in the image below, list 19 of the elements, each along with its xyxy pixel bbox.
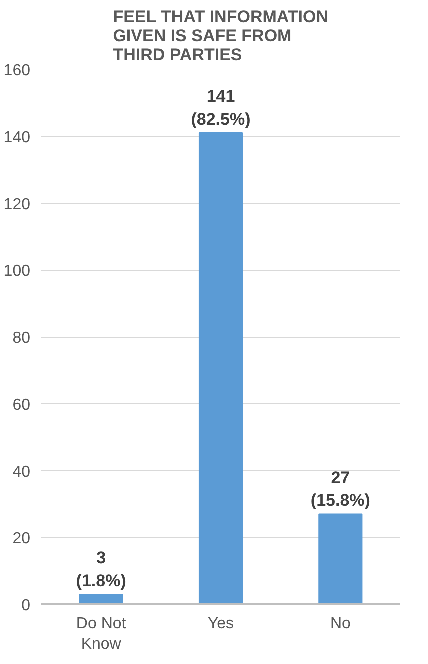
y-tick-label: 100 (4, 263, 31, 280)
x-tick-label: No (330, 616, 351, 632)
y-tick-label: 120 (4, 196, 31, 214)
bar (318, 514, 363, 604)
data-label: 3 (1.8%) (76, 548, 126, 590)
y-tick-label: 20 (12, 530, 31, 548)
y-tick-label: 80 (12, 330, 31, 347)
x-tick-label: Yes (208, 616, 234, 632)
bar (198, 132, 244, 604)
data-label: 27 (15.8%) (310, 468, 370, 510)
y-tick-label: 0 (22, 598, 31, 614)
x-tick-label: Do Not Know (76, 616, 127, 653)
y-tick-label: 160 (4, 62, 31, 80)
y-tick-label: 60 (12, 396, 31, 414)
data-label: 141 (82.5%) (191, 87, 251, 130)
chart-title: FEEL THAT INFORMATION GIVEN IS SAFE FROM THIRD PARTIES (113, 8, 329, 64)
y-tick-label: 140 (4, 129, 31, 146)
bar (79, 594, 124, 604)
y-tick-label: 40 (12, 464, 31, 481)
